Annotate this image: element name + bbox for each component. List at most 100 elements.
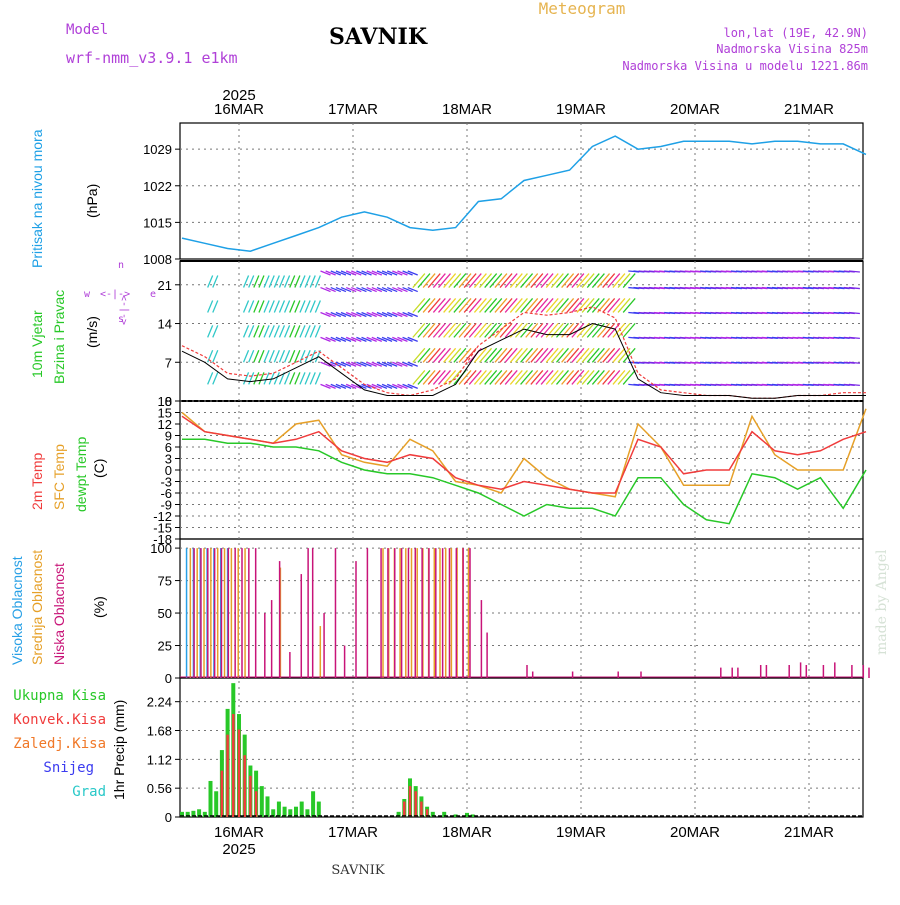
wind-barb (299, 350, 306, 363)
wind-barb (591, 273, 605, 288)
wind-barb (207, 350, 214, 363)
wind-barb (545, 369, 559, 385)
wind-barb (203, 325, 208, 337)
wind-barb (289, 372, 296, 385)
wind-barb (509, 298, 523, 313)
wind-barb (520, 369, 534, 385)
wind-barb (591, 298, 605, 313)
wind-barb (848, 270, 860, 273)
wind-barb (207, 275, 214, 288)
wind-barb (448, 273, 462, 288)
y-tick-label: 50 (158, 606, 172, 621)
precip-bars (180, 683, 863, 817)
precip-bar (425, 809, 429, 817)
wind-barb (422, 322, 436, 338)
y-tick-label: -3 (160, 475, 172, 490)
wind-barb (422, 273, 436, 288)
wind-barb (463, 347, 477, 363)
wind-barb (468, 369, 482, 385)
wind-barb (366, 336, 377, 342)
wind-barb (607, 347, 621, 363)
wind-barb (212, 372, 219, 385)
wind-barb (371, 311, 383, 318)
wind-barb (320, 311, 331, 318)
y-tick-label: -18 (153, 532, 172, 547)
wind-barb (576, 369, 590, 385)
wind-barb (555, 369, 569, 385)
cloud-unit: (%) (91, 596, 107, 618)
wind-barb (268, 275, 275, 288)
wind-barb (187, 372, 192, 384)
wind-barb (340, 270, 352, 276)
wind-barb (566, 347, 580, 363)
pressure-unit: (hPa) (84, 184, 100, 218)
wind-barb (325, 383, 336, 390)
wind-barb (555, 322, 569, 338)
wind-barb (422, 347, 436, 363)
bottom-date-label: 17MAR (328, 824, 378, 841)
y-tick-label: -12 (153, 509, 172, 524)
wind-barb (848, 361, 860, 364)
wind-barb (314, 372, 321, 385)
wind-barb (253, 372, 260, 385)
y-tick-label: -6 (160, 486, 172, 501)
precip-bar (197, 809, 202, 817)
wind-barb (294, 275, 301, 288)
wind-barb (356, 361, 367, 367)
wind-barb (443, 298, 457, 313)
wind-compass-arrow: <-|-> (100, 289, 130, 300)
footer-station: SAVNIK (331, 863, 385, 878)
wind-barb (335, 286, 347, 293)
wind-barb (376, 286, 388, 293)
wind-compass-n: n (118, 260, 124, 271)
wind-barb (586, 273, 600, 288)
wind-barb (473, 347, 487, 363)
precip-bar (180, 811, 184, 817)
wind-barb (550, 298, 564, 313)
wind-barb (535, 369, 549, 385)
wind-compass-w: w (84, 289, 91, 300)
wind-barb (228, 325, 233, 337)
precip-bar (299, 801, 304, 817)
wind-barb (417, 347, 431, 363)
wind-barb (325, 336, 336, 342)
wind-barb (535, 347, 549, 363)
wind-barb (273, 275, 280, 288)
wind-barb (848, 336, 860, 340)
precip-bar (226, 734, 229, 817)
wind-barb (289, 350, 296, 363)
wind-barb (289, 300, 296, 313)
wind-barb (314, 325, 321, 338)
wind-barb (566, 273, 580, 288)
wind-barb (366, 311, 377, 318)
wind-barb (499, 322, 513, 338)
wind-barb (309, 275, 316, 288)
wind-barb (530, 369, 544, 385)
wind-barb (386, 336, 398, 342)
top-date-label: 18MAR (442, 101, 492, 118)
wind-barb (458, 273, 472, 288)
wind-barb (540, 369, 554, 385)
year-top: 2025 (222, 87, 255, 104)
cloud-bars (180, 548, 870, 678)
wind-barb (432, 322, 446, 338)
wind-barb (597, 322, 611, 338)
top-date-label: 20MAR (670, 101, 720, 118)
wind-barb (273, 300, 280, 313)
model-name: wrf-nmm_v3.9.1 e1km (66, 49, 238, 67)
wind-barb (448, 369, 462, 385)
wind-barb (504, 298, 518, 313)
wind-barb (268, 325, 275, 338)
precip-legend-item: Ukupna Kisa (13, 688, 106, 704)
wind-barb (581, 347, 595, 363)
y-tick-label: 25 (158, 639, 172, 654)
wind-barb (402, 383, 413, 390)
precip-bar (191, 810, 196, 817)
wind-barb (309, 372, 316, 385)
wind-barb (458, 322, 472, 338)
wind-barb (602, 369, 616, 385)
wind-barb (397, 336, 408, 342)
wind-barb (597, 273, 611, 288)
y-tick-label: 12 (158, 417, 172, 432)
wind-barb (381, 383, 393, 390)
